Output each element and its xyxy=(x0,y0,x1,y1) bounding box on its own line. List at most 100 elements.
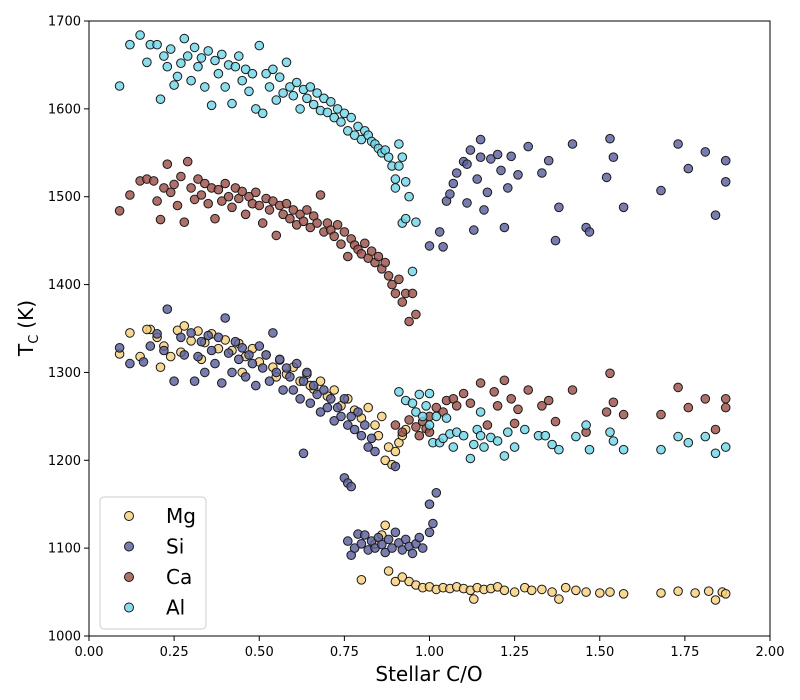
data-point xyxy=(475,407,486,417)
data-point xyxy=(159,183,169,193)
data-point xyxy=(489,387,500,397)
data-point xyxy=(360,238,370,249)
legend-label: Al xyxy=(166,596,185,620)
data-point xyxy=(336,411,346,422)
data-point xyxy=(285,213,295,224)
x-axis: 0.00 0.25 0.50 0.75 1.00 1.25 1.50 1.75 2.00 xyxy=(75,636,784,660)
data-point xyxy=(720,155,731,166)
data-point xyxy=(397,572,408,582)
data-point xyxy=(380,455,391,466)
data-point xyxy=(162,304,173,315)
data-point xyxy=(472,174,483,184)
data-point xyxy=(336,239,346,249)
data-point xyxy=(710,424,721,435)
data-point xyxy=(380,520,391,531)
data-point xyxy=(298,216,309,227)
data-point xyxy=(234,354,244,365)
data-point xyxy=(710,210,721,220)
data-point xyxy=(356,430,367,441)
data-point xyxy=(414,532,425,543)
data-point xyxy=(172,71,183,82)
data-point xyxy=(608,397,619,408)
data-point xyxy=(387,279,397,290)
data-point xyxy=(159,51,169,61)
data-point xyxy=(206,345,217,356)
data-point xyxy=(605,133,615,144)
y-tick-label: 1400 xyxy=(48,278,81,293)
data-point xyxy=(377,411,387,422)
data-point xyxy=(155,214,166,225)
data-point xyxy=(162,159,173,169)
data-point xyxy=(605,587,615,597)
data-point xyxy=(308,99,319,110)
data-point xyxy=(458,388,469,399)
legend-item-ca: Ca xyxy=(124,565,192,589)
data-point xyxy=(390,527,401,538)
data-point xyxy=(142,324,152,335)
data-point xyxy=(196,336,207,347)
data-point xyxy=(608,436,619,446)
x-tick-label: 0.00 xyxy=(75,645,104,660)
data-point xyxy=(475,134,486,145)
data-point xyxy=(479,442,489,452)
data-point xyxy=(213,184,224,195)
legend-marker xyxy=(124,511,134,521)
data-point xyxy=(540,430,551,441)
data-point xyxy=(315,407,326,417)
data-point xyxy=(363,442,374,452)
data-point xyxy=(618,202,629,213)
data-point xyxy=(377,539,387,550)
data-point xyxy=(264,205,275,215)
data-point xyxy=(434,227,445,237)
data-point xyxy=(312,218,322,228)
data-point xyxy=(274,354,285,365)
data-point xyxy=(152,329,162,339)
data-point xyxy=(193,61,203,72)
data-point xyxy=(186,183,196,193)
data-point xyxy=(506,394,517,404)
data-point xyxy=(298,448,309,459)
y-axis-title-unit: (K) xyxy=(14,300,38,329)
data-point xyxy=(145,341,156,351)
data-point xyxy=(165,44,176,54)
data-point xyxy=(462,159,472,169)
data-point xyxy=(560,582,571,593)
data-point xyxy=(326,97,336,107)
data-point xyxy=(155,362,166,373)
data-point xyxy=(223,348,234,358)
data-point xyxy=(390,288,401,299)
data-point xyxy=(513,170,523,180)
data-point xyxy=(114,206,125,216)
data-point xyxy=(203,330,213,341)
data-point xyxy=(285,372,295,382)
data-point xyxy=(179,321,190,331)
data-point xyxy=(203,46,213,56)
data-point xyxy=(700,147,711,157)
data-point xyxy=(360,530,370,540)
data-point xyxy=(390,461,401,472)
data-point xyxy=(343,251,353,262)
data-point xyxy=(673,382,683,393)
data-point xyxy=(274,72,285,82)
data-point xyxy=(370,446,380,457)
legend-label: Si xyxy=(166,535,184,559)
data-point xyxy=(417,411,428,422)
data-point xyxy=(547,439,557,450)
data-point xyxy=(411,407,421,417)
data-point xyxy=(438,242,448,252)
data-point xyxy=(278,385,288,395)
data-point xyxy=(230,61,241,72)
data-point xyxy=(182,51,193,61)
data-point xyxy=(142,57,152,68)
legend-item-mg: Mg xyxy=(124,504,196,528)
data-point xyxy=(295,394,305,404)
data-point xyxy=(462,198,472,208)
data-point xyxy=(237,343,247,353)
data-point xyxy=(268,64,278,75)
data-point xyxy=(608,152,619,162)
data-point xyxy=(605,368,615,379)
data-point xyxy=(343,420,353,430)
data-point xyxy=(281,363,292,373)
data-point xyxy=(240,64,251,75)
data-point xyxy=(271,95,282,105)
